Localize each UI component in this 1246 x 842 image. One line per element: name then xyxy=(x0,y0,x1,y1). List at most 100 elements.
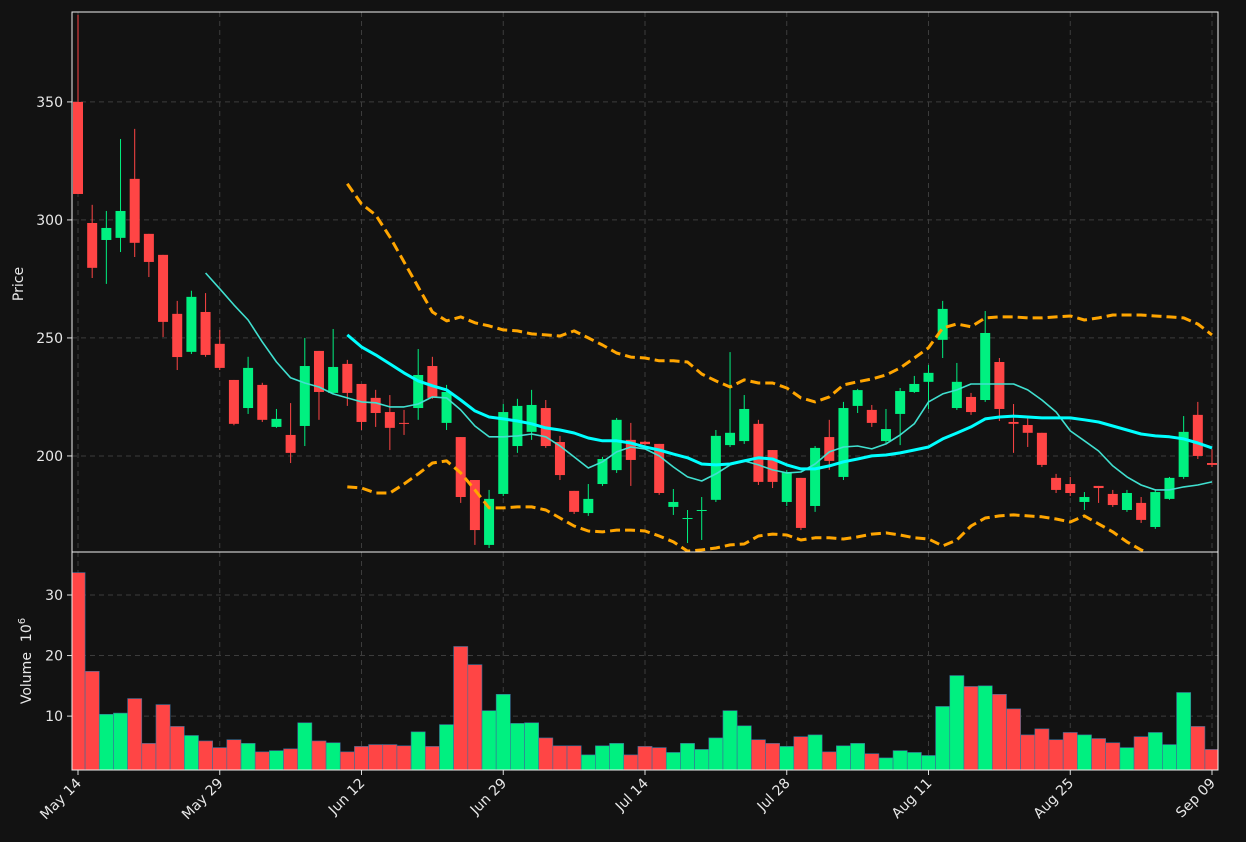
volume-bar xyxy=(524,722,539,770)
candle-body xyxy=(313,350,324,392)
volume-bar xyxy=(424,746,440,770)
candle-body xyxy=(1107,493,1118,506)
candle-body xyxy=(640,441,650,445)
volume-bar xyxy=(538,737,554,770)
volume-bar xyxy=(269,750,284,770)
volume-bar xyxy=(339,751,355,770)
candle-body xyxy=(1093,485,1104,489)
candle-body xyxy=(611,419,622,471)
candle-body xyxy=(129,178,140,243)
candle-body xyxy=(455,437,466,498)
candle-body xyxy=(554,442,565,476)
volume-bar xyxy=(1190,726,1206,770)
candle-body xyxy=(158,254,169,322)
volume-unit-base: 10 xyxy=(19,624,35,642)
volume-bar xyxy=(495,694,511,770)
volume-bar xyxy=(198,740,213,770)
candle-body xyxy=(838,408,849,477)
volume-bar xyxy=(963,686,979,770)
volume-bar xyxy=(184,735,199,770)
volume-bar xyxy=(821,751,837,770)
candle-body xyxy=(966,396,977,413)
volume-bar xyxy=(113,712,128,770)
overlay-line xyxy=(346,182,1213,404)
volume-bar xyxy=(1006,708,1021,770)
volume-bar xyxy=(566,745,582,770)
candle-body xyxy=(668,501,679,507)
volume-bar xyxy=(949,675,965,770)
volume-bar xyxy=(1105,742,1121,770)
candle-body xyxy=(328,366,339,393)
candle-body xyxy=(214,343,225,368)
volume-bar xyxy=(977,685,993,770)
volume-bar xyxy=(467,664,483,770)
volume-bar xyxy=(1020,734,1036,770)
candle-body xyxy=(781,471,792,502)
volume-bar xyxy=(892,750,908,770)
candle-body xyxy=(115,210,126,238)
candle-body xyxy=(1121,492,1132,510)
overlay-line xyxy=(346,333,1213,471)
volume-bar xyxy=(311,740,327,770)
volume-bar xyxy=(283,748,299,770)
volume-bar xyxy=(694,749,710,770)
volume-bar xyxy=(1119,747,1135,770)
candle-body xyxy=(696,509,707,511)
candle-body xyxy=(923,372,934,382)
candle-body xyxy=(1136,502,1147,520)
candle-body xyxy=(1036,432,1047,465)
volume-bar xyxy=(368,744,384,770)
candle-body xyxy=(356,383,367,422)
candle-body xyxy=(512,405,523,447)
volume-bar xyxy=(141,743,157,770)
candle-body xyxy=(739,408,750,442)
volume-bar xyxy=(793,736,809,770)
y-tick-label: 350 xyxy=(36,95,63,111)
volume-bar xyxy=(850,743,866,770)
candle-body xyxy=(725,432,736,446)
volume-label: Volume xyxy=(19,652,35,704)
volume-bar xyxy=(1091,738,1106,770)
candle-body xyxy=(384,412,395,428)
volume-bar xyxy=(453,646,469,770)
candle-body xyxy=(1008,421,1019,424)
volume-frame xyxy=(71,551,1219,771)
candle-body xyxy=(1192,414,1203,456)
candle-body xyxy=(654,443,665,493)
candle-body xyxy=(824,437,835,461)
volume-bar xyxy=(1077,734,1092,770)
candle-body xyxy=(399,422,410,424)
candle-body xyxy=(569,490,580,512)
candle-body xyxy=(767,450,778,482)
volume-bar xyxy=(510,723,525,770)
candle-body xyxy=(469,480,480,531)
candle-body xyxy=(980,332,991,401)
volume-bar xyxy=(84,670,100,770)
volume-bar xyxy=(807,734,823,770)
volume-bar xyxy=(481,710,497,770)
volume-bar xyxy=(580,754,596,770)
candle-body xyxy=(1065,484,1076,493)
candle-body xyxy=(937,308,948,340)
volume-bar xyxy=(921,755,936,770)
volume-bar xyxy=(72,572,86,770)
candle-body xyxy=(1079,497,1090,502)
volume-bar xyxy=(552,745,568,770)
volume-bar xyxy=(240,743,256,770)
candle-body xyxy=(583,498,594,514)
candle-body xyxy=(1022,425,1033,433)
candle-body xyxy=(370,397,381,413)
candle-body xyxy=(101,227,112,240)
candle-body xyxy=(498,412,509,494)
candle-body xyxy=(625,439,636,460)
y-tick-label: 300 xyxy=(36,213,63,229)
candle-body xyxy=(795,477,806,528)
candle-body xyxy=(172,313,183,358)
y-tick-label: 30 xyxy=(45,588,63,604)
candle-body xyxy=(994,362,1005,409)
volume-bar xyxy=(779,746,795,770)
candle-body xyxy=(810,447,821,506)
candle-body xyxy=(597,459,608,485)
